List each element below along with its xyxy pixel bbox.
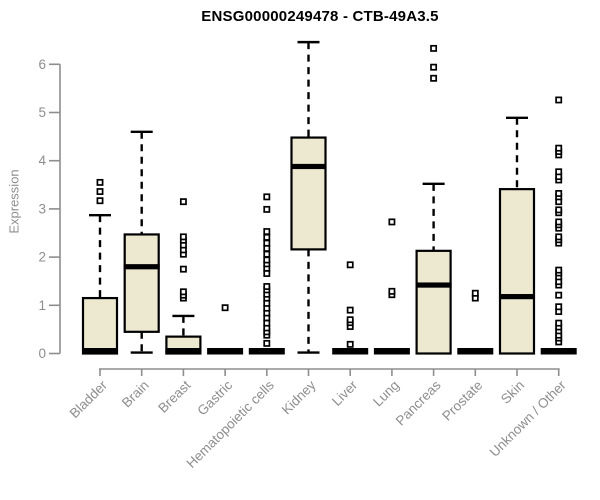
outlier-point	[263, 233, 271, 241]
outlier-point	[263, 299, 271, 307]
outlier-point	[555, 144, 563, 152]
outlier-point	[346, 261, 354, 269]
outlier-point	[555, 168, 563, 176]
outlier-point	[555, 96, 563, 104]
outlier-point	[555, 266, 563, 274]
outlier-point	[263, 319, 271, 327]
outlier-point	[555, 291, 563, 299]
outlier-point	[179, 288, 187, 296]
outlier-point	[96, 178, 104, 186]
x-category-label: Breast	[155, 377, 193, 415]
x-category-label: Pancreas	[393, 377, 444, 428]
zero-bar	[207, 348, 244, 355]
outlier-point	[179, 265, 187, 273]
zero-bar	[540, 348, 577, 355]
outlier-point	[263, 256, 271, 264]
outlier-point	[263, 270, 271, 277]
outlier-point	[221, 304, 229, 312]
outlier-point	[263, 244, 271, 252]
outlier-point	[555, 218, 563, 226]
outlier-point	[263, 193, 271, 201]
outlier-point	[179, 233, 187, 241]
outlier-point	[263, 283, 271, 290]
box	[123, 233, 160, 333]
y-tick-label: 4	[38, 153, 46, 168]
median-line	[123, 264, 160, 270]
outlier-point	[388, 287, 396, 295]
outlier-point	[263, 239, 271, 247]
outlier-point	[555, 233, 563, 241]
zero-bar	[248, 348, 285, 355]
outlier-point	[346, 306, 354, 314]
x-category-label: Bladder	[67, 377, 111, 421]
y-tick-label: 6	[38, 57, 46, 72]
zero-bar	[332, 348, 369, 355]
x-category-label: Liver	[329, 377, 361, 409]
median-line	[82, 348, 118, 355]
y-tick-label: 0	[38, 346, 46, 361]
outlier-point	[471, 289, 479, 297]
outlier-point	[346, 340, 354, 348]
zero-bar	[373, 348, 410, 355]
median-line	[499, 294, 535, 300]
y-tick-label: 5	[38, 105, 46, 120]
outlier-point	[263, 339, 271, 347]
outlier-point	[96, 197, 104, 205]
outlier-point	[555, 303, 563, 311]
outlier-point	[555, 206, 563, 214]
y-tick-label: 3	[38, 201, 46, 216]
outlier-point	[179, 198, 187, 206]
outlier-point	[263, 205, 271, 213]
median-line	[165, 348, 202, 355]
outlier-point	[555, 319, 563, 327]
outlier-point	[430, 74, 438, 82]
box	[290, 136, 327, 251]
x-category-label: Kidney	[279, 377, 319, 417]
x-category-label: Prostate	[439, 378, 485, 424]
y-tick-label: 2	[38, 250, 46, 265]
outlier-point	[346, 316, 354, 324]
outlier-point	[430, 63, 438, 71]
outlier-point	[430, 44, 438, 52]
x-category-label: Brain	[119, 378, 152, 411]
x-category-label: Unknown / Other	[487, 377, 570, 460]
median-line	[290, 163, 327, 170]
outlier-point	[263, 228, 271, 236]
chart-title: ENSG00000249478 - CTB-49A3.5	[201, 8, 439, 25]
x-category-label: Gastric	[194, 377, 235, 418]
median-line	[415, 282, 452, 288]
zero-bar	[457, 348, 494, 355]
y-tick-label: 1	[38, 298, 46, 313]
outlier-point	[263, 250, 271, 258]
box	[81, 296, 119, 355]
x-category-label: Skin	[498, 378, 527, 407]
outlier-point	[555, 190, 563, 197]
outlier-point	[96, 188, 104, 195]
box	[415, 249, 452, 355]
x-category-label: Lung	[370, 378, 402, 410]
box	[498, 188, 536, 355]
outlier-point	[388, 218, 396, 226]
